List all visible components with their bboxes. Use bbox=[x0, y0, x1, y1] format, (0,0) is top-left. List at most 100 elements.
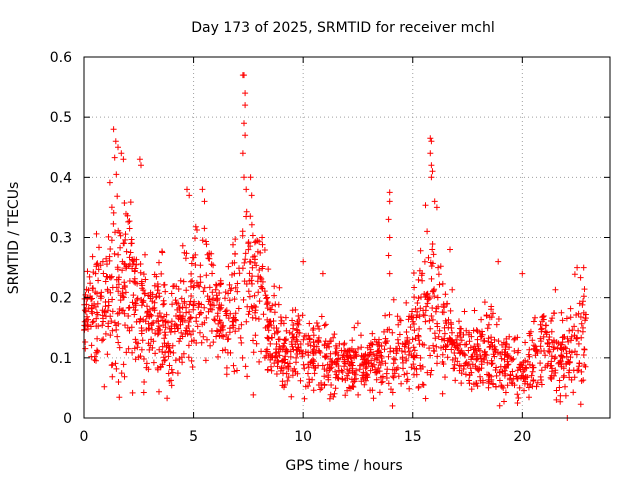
data-point bbox=[142, 276, 149, 283]
data-point bbox=[327, 350, 334, 357]
data-point bbox=[106, 253, 113, 260]
data-point bbox=[280, 357, 286, 364]
data-point bbox=[379, 378, 386, 385]
data-point bbox=[334, 358, 341, 365]
data-point bbox=[86, 273, 93, 280]
data-point bbox=[430, 251, 437, 258]
data-point bbox=[128, 240, 135, 247]
data-point bbox=[412, 306, 419, 312]
data-point bbox=[288, 393, 295, 400]
data-point bbox=[235, 325, 242, 332]
data-point bbox=[276, 336, 283, 343]
data-point bbox=[217, 277, 224, 284]
data-point bbox=[294, 327, 301, 334]
data-point bbox=[533, 348, 540, 355]
data-point bbox=[165, 342, 172, 349]
data-point bbox=[160, 322, 167, 329]
data-point bbox=[577, 314, 584, 320]
data-point bbox=[498, 383, 505, 390]
data-point bbox=[357, 362, 364, 369]
data-point bbox=[435, 333, 442, 340]
data-point bbox=[428, 162, 435, 169]
data-point bbox=[316, 348, 323, 355]
data-point bbox=[555, 340, 562, 347]
data-point bbox=[178, 295, 185, 302]
data-point bbox=[138, 162, 144, 169]
data-point bbox=[93, 263, 100, 270]
data-point bbox=[542, 364, 549, 371]
data-point bbox=[130, 304, 137, 311]
data-point bbox=[186, 328, 193, 335]
data-point bbox=[292, 306, 299, 313]
data-point bbox=[109, 361, 116, 368]
data-point bbox=[232, 236, 239, 243]
data-point bbox=[411, 284, 418, 291]
data-point bbox=[565, 338, 572, 345]
data-point bbox=[577, 401, 584, 408]
data-point bbox=[302, 348, 309, 355]
data-point bbox=[232, 284, 239, 291]
data-point bbox=[185, 323, 192, 329]
data-point bbox=[155, 283, 162, 290]
data-point bbox=[162, 349, 169, 356]
data-point bbox=[162, 332, 169, 338]
data-point bbox=[172, 297, 179, 304]
data-point bbox=[283, 327, 290, 334]
data-point bbox=[526, 353, 533, 360]
data-point bbox=[362, 377, 369, 384]
data-point bbox=[417, 362, 424, 369]
data-point bbox=[386, 234, 393, 241]
data-point bbox=[83, 286, 90, 293]
data-point bbox=[376, 368, 383, 375]
data-point bbox=[165, 319, 171, 326]
data-point bbox=[219, 323, 226, 330]
data-point bbox=[104, 261, 110, 268]
data-point bbox=[227, 310, 234, 317]
data-point bbox=[85, 316, 92, 323]
data-point bbox=[154, 331, 161, 338]
data-point bbox=[143, 360, 150, 367]
data-point bbox=[209, 289, 216, 296]
data-point bbox=[390, 374, 397, 381]
data-point bbox=[275, 301, 282, 308]
data-point bbox=[188, 260, 195, 267]
data-point bbox=[255, 273, 262, 280]
data-point bbox=[120, 240, 127, 247]
data-point bbox=[109, 284, 116, 291]
data-point bbox=[419, 270, 426, 277]
data-point bbox=[202, 357, 209, 364]
data-point bbox=[274, 363, 281, 370]
data-point bbox=[267, 351, 274, 357]
data-point bbox=[367, 367, 374, 374]
data-point bbox=[550, 310, 557, 317]
data-point bbox=[391, 370, 398, 377]
data-point bbox=[149, 344, 156, 351]
data-point bbox=[559, 334, 566, 341]
data-point bbox=[177, 312, 183, 319]
data-point bbox=[88, 342, 95, 349]
data-point bbox=[478, 316, 485, 323]
data-point bbox=[463, 327, 470, 334]
data-point bbox=[322, 321, 329, 328]
data-point bbox=[538, 338, 544, 345]
data-point bbox=[395, 321, 402, 328]
data-point bbox=[561, 372, 568, 379]
data-point bbox=[230, 362, 237, 369]
data-point bbox=[533, 383, 540, 390]
data-point bbox=[444, 354, 451, 361]
data-point bbox=[185, 354, 192, 361]
data-point bbox=[153, 273, 160, 280]
data-point bbox=[171, 328, 178, 335]
data-point bbox=[179, 333, 186, 340]
data-point bbox=[238, 339, 245, 346]
data-point bbox=[206, 255, 213, 262]
data-point bbox=[317, 386, 324, 393]
data-point bbox=[353, 353, 360, 360]
data-point bbox=[501, 398, 507, 405]
data-point bbox=[462, 341, 468, 348]
data-point bbox=[476, 347, 483, 354]
data-point bbox=[527, 381, 534, 388]
data-point bbox=[453, 343, 460, 349]
data-point bbox=[285, 374, 292, 381]
data-point bbox=[345, 370, 352, 377]
